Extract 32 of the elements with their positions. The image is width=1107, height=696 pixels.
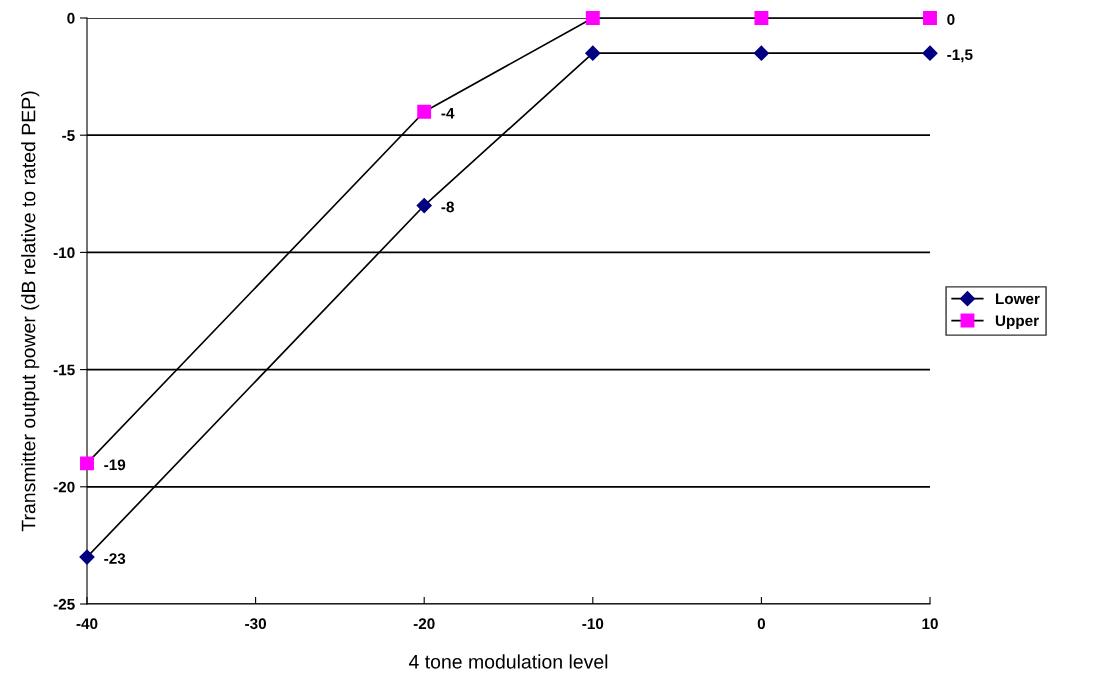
y-tick-label: -5 [62,130,75,141]
data-label: -23 [104,553,126,565]
x-tick-label: 0 [757,618,766,630]
x-axis-title: 4 tone modulation level [408,654,608,669]
data-label: -4 [441,107,455,119]
point [417,104,432,119]
data-label: 0 [947,14,955,25]
point [922,45,938,61]
y-tick-label: -25 [53,598,75,610]
x-tick-label: -30 [245,618,267,630]
x-tick-label: -10 [582,618,604,630]
y-tick-label: -20 [53,481,75,493]
x-tick-label: 10 [922,618,938,630]
data-label: -1,5 [947,49,973,63]
legend-label: Upper [995,315,1039,330]
legend-label: Lower [995,293,1040,305]
data-label: -19 [104,459,126,471]
data-label: -8 [441,201,454,213]
point [416,197,432,214]
y-axis-title: Transmitter output power (dB relative to rated PEP) [21,91,40,532]
y-tick-label: -15 [53,364,75,376]
point [80,456,94,471]
point [79,549,95,565]
point [923,11,937,25]
x-tick-label: -40 [76,618,98,630]
point [754,11,769,25]
y-tick-label: -10 [53,247,75,259]
point [585,11,600,25]
point [753,45,769,61]
y-tick-label: 0 [67,12,75,24]
point [585,45,601,61]
x-tick-label: -20 [413,618,435,630]
